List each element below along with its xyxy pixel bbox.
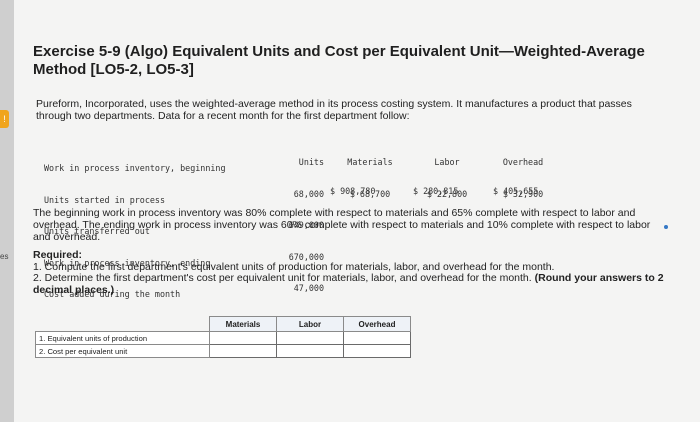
labor-column: Labor $ 22,800 bbox=[417, 136, 477, 210]
required-section: Required: 1. Compute the first departmen… bbox=[33, 249, 673, 296]
side-marker: es bbox=[0, 252, 9, 261]
data-row-labels: Work in process inventory, beginning Uni… bbox=[44, 142, 226, 310]
materials-cost-added: $ 908,780 bbox=[330, 186, 376, 196]
row-label-beginning-wip: Work in process inventory, beginning bbox=[44, 163, 226, 173]
scroll-dot-icon bbox=[664, 225, 668, 229]
required-item-2: 2. Determine the first department's cost… bbox=[33, 272, 673, 296]
overhead-beginning-cost: $ 32,900 bbox=[502, 188, 544, 199]
intro-text: Pureform, Incorporated, uses the weighte… bbox=[36, 98, 632, 122]
cpeu-labor-input-cell[interactable] bbox=[276, 344, 344, 358]
cpeu-overhead-input[interactable] bbox=[344, 345, 410, 357]
eu-materials-input[interactable] bbox=[210, 332, 276, 344]
answer-row-label-cost-per-eu: 2. Cost per equivalent unit bbox=[35, 344, 210, 358]
eu-overhead-input[interactable] bbox=[344, 332, 410, 344]
units-value: 649,000 bbox=[288, 220, 324, 230]
cpeu-labor-input[interactable] bbox=[277, 345, 343, 357]
rounding-instruction: (Round your answers to 2 decimal places.… bbox=[33, 272, 664, 296]
row-label-units-transferred: Units transferred out bbox=[44, 226, 150, 236]
answer-header-materials: Materials bbox=[209, 316, 277, 332]
answer-header-labor: Labor bbox=[276, 316, 344, 332]
left-strip: ! es bbox=[0, 0, 14, 422]
overhead-header: Overhead bbox=[502, 157, 544, 167]
units-value: 47,000 bbox=[293, 283, 324, 293]
answer-header-overhead: Overhead bbox=[343, 316, 411, 332]
row-label-ending-wip: Work in process inventory, ending bbox=[44, 257, 211, 268]
units-value: 670,000 bbox=[288, 251, 324, 262]
materials-header: Materials bbox=[347, 157, 393, 167]
table-row: 2. Cost per equivalent unit bbox=[35, 344, 411, 358]
eu-materials-input-cell[interactable] bbox=[209, 331, 277, 345]
labor-header: Labor bbox=[434, 157, 460, 167]
required-item-1: 1. Compute the first department's equiva… bbox=[33, 260, 555, 273]
answer-corner bbox=[36, 317, 210, 332]
materials-beginning-cost: $ 68,700 bbox=[349, 188, 391, 199]
row-label-cost-added: Cost added during the month bbox=[44, 289, 181, 299]
required-heading: Required: bbox=[33, 249, 83, 261]
units-column: Units 68,000 649,000 670,000 47,000 bbox=[270, 136, 324, 304]
units-value: 68,000 bbox=[293, 188, 324, 199]
required-item-2-text: 2. Determine the first department's cost… bbox=[33, 272, 532, 284]
materials-column: Materials $ 68,700 bbox=[340, 136, 400, 210]
table-row: 1. Equivalent units of production bbox=[35, 331, 411, 345]
cpeu-materials-input[interactable] bbox=[210, 345, 276, 357]
question-flag-icon[interactable]: ! bbox=[0, 110, 9, 128]
eu-overhead-input-cell[interactable] bbox=[343, 331, 411, 345]
exercise-title: Exercise 5-9 (Algo) Equivalent Units and… bbox=[33, 43, 645, 78]
overhead-column: Overhead $ 32,900 bbox=[493, 136, 553, 210]
answer-row-label-equivalent-units: 1. Equivalent units of production bbox=[35, 331, 210, 345]
eu-labor-input[interactable] bbox=[277, 332, 343, 344]
overhead-cost-added: $ 405,655 bbox=[493, 186, 539, 196]
answer-table: Materials Labor Overhead 1. Equivalent u… bbox=[35, 316, 411, 358]
row-label-units-started: Units started in process bbox=[44, 194, 166, 205]
cpeu-overhead-input-cell[interactable] bbox=[343, 344, 411, 358]
completion-paragraph: The beginning work in process inventory … bbox=[33, 207, 651, 243]
labor-cost-added: $ 280,815 bbox=[413, 186, 459, 196]
cpeu-materials-input-cell[interactable] bbox=[209, 344, 277, 358]
labor-beginning-cost: $ 22,800 bbox=[426, 188, 468, 199]
eu-labor-input-cell[interactable] bbox=[276, 331, 344, 345]
units-header: Units bbox=[298, 157, 324, 167]
